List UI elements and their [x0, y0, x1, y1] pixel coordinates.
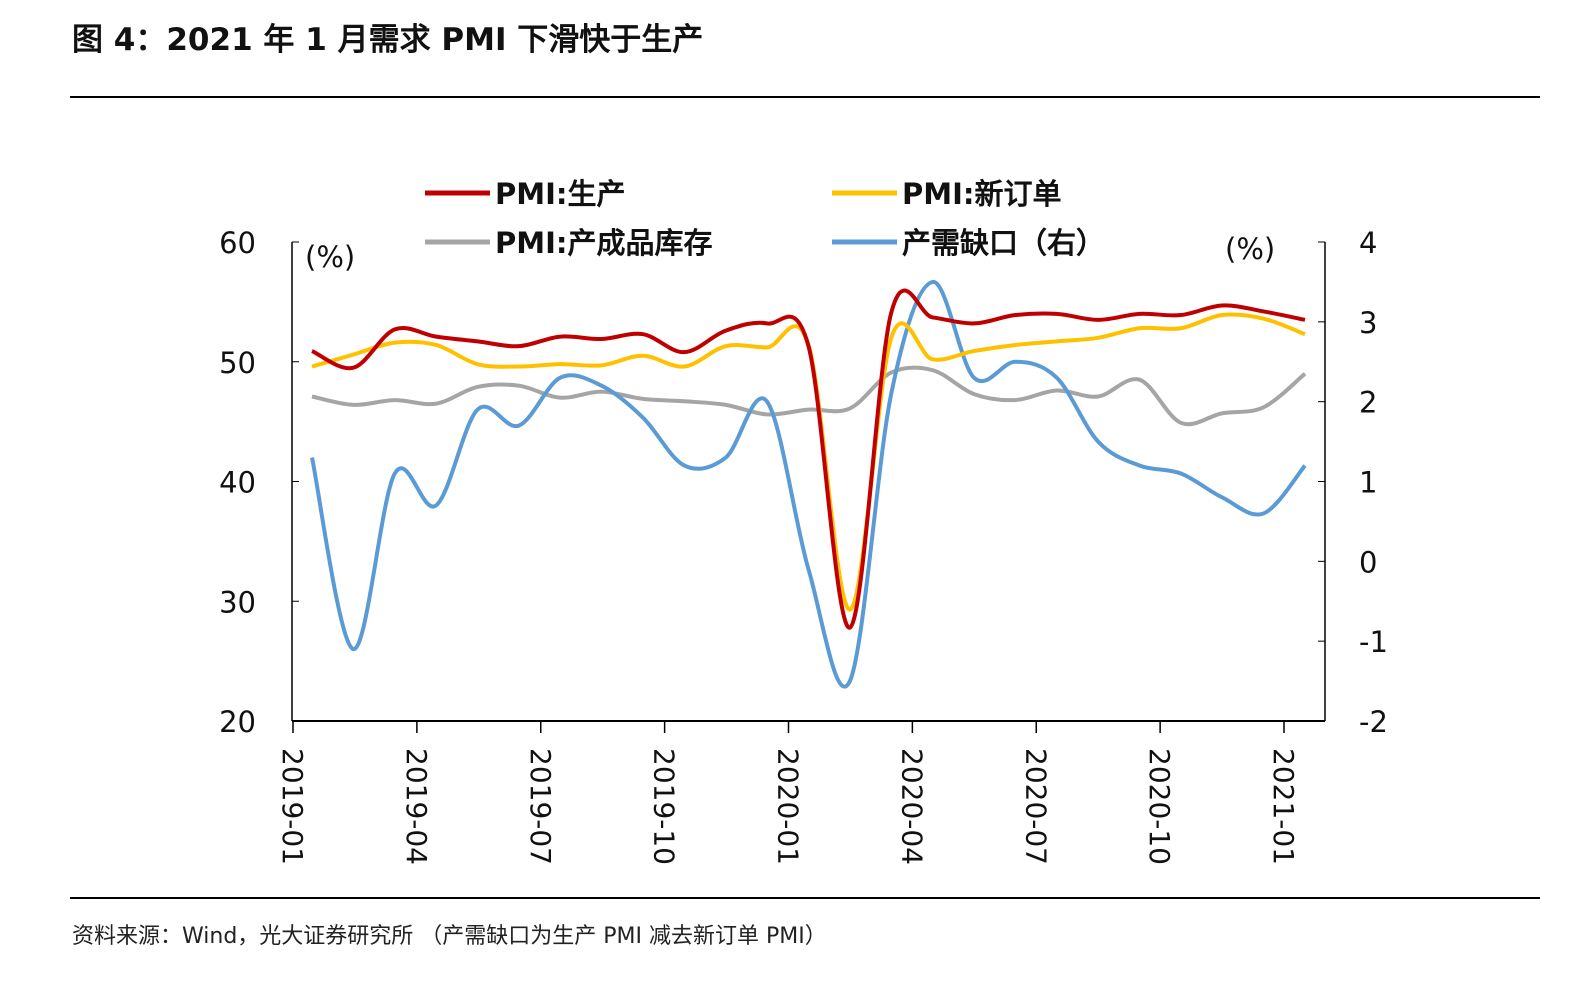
left-tick-label: 20 [219, 705, 256, 739]
figure-title: 图 4：2021 年 1 月需求 PMI 下滑快于生产 [72, 22, 704, 58]
x-tick-label: 2020-04 [895, 748, 928, 865]
x-tick-label: 2019-07 [524, 748, 557, 865]
left-tick-label: 40 [219, 466, 256, 500]
x-tick-label: 2020-01 [772, 748, 805, 865]
x-tick-label: 2019-01 [276, 748, 309, 865]
x-tick-label: 2020-10 [1143, 748, 1176, 865]
series-line-2 [311, 365, 1307, 427]
series-line-3 [310, 279, 1307, 689]
x-tick-label: 2020-07 [1019, 748, 1052, 865]
x-tick-label: 2019-04 [400, 748, 433, 865]
left-tick-label: 30 [219, 585, 256, 619]
legend-label: 产需缺口（右） [902, 226, 1105, 260]
right-tick-label: 2 [1359, 386, 1377, 420]
series-line-0 [311, 288, 1306, 630]
right-tick-label: 1 [1359, 466, 1377, 500]
x-tick-label: 2019-10 [648, 748, 681, 865]
right-tick-label: -1 [1359, 625, 1388, 659]
source-note: 资料来源：Wind，光大证券研究所 （产需缺口为生产 PMI 减去新订单 PMI… [72, 924, 827, 949]
right-tick-label: -2 [1359, 705, 1388, 739]
left-tick-label: 50 [219, 346, 256, 380]
right-tick-label: 0 [1359, 545, 1377, 579]
right-tick-label: 4 [1359, 226, 1377, 260]
legend-label: PMI:新订单 [902, 177, 1062, 211]
right-tick-label: 3 [1359, 306, 1377, 340]
x-tick-label: 2021-01 [1267, 748, 1300, 865]
legend-label: PMI:产成品库存 [495, 226, 713, 260]
left-tick-label: 60 [219, 226, 256, 260]
left-unit-label: (%) [305, 240, 355, 274]
legend-label: PMI:生产 [495, 177, 626, 211]
right-unit-label: (%) [1225, 232, 1275, 266]
